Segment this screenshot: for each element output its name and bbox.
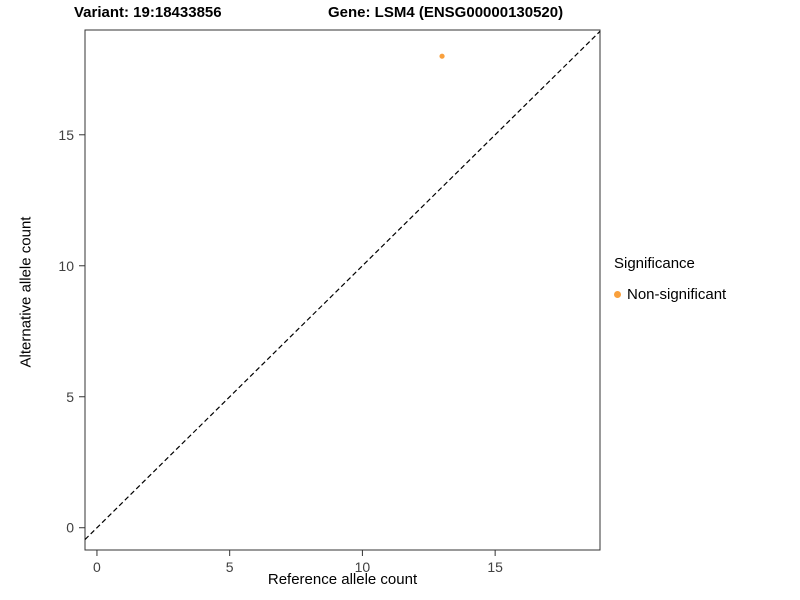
x-tick-label: 0	[93, 559, 101, 575]
legend-title: Significance	[614, 255, 695, 272]
variant-title: Variant: 19:18433856	[74, 4, 222, 21]
y-tick-label: 5	[66, 389, 74, 405]
legend-item: Non-significant	[614, 286, 726, 303]
plot-panel	[84, 29, 601, 551]
x-tick-label: 15	[487, 559, 503, 575]
y-tick-label: 0	[66, 520, 74, 536]
legend-item-label: Non-significant	[627, 286, 727, 303]
x-tick-label: 10	[355, 559, 371, 575]
x-tick-label: 5	[226, 559, 234, 575]
identity-line	[84, 30, 601, 540]
y-tick-label: 15	[58, 127, 74, 143]
legend-point-icon	[614, 291, 621, 298]
x-axis-title: Reference allele count	[267, 571, 418, 588]
gene-title: Gene: LSM4 (ENSG00000130520)	[328, 4, 564, 21]
data-point	[439, 53, 445, 59]
y-axis-title: Alternative allele count	[17, 216, 35, 368]
y-tick-label: 10	[58, 258, 74, 274]
legend: Significance Non-significant	[614, 255, 726, 303]
